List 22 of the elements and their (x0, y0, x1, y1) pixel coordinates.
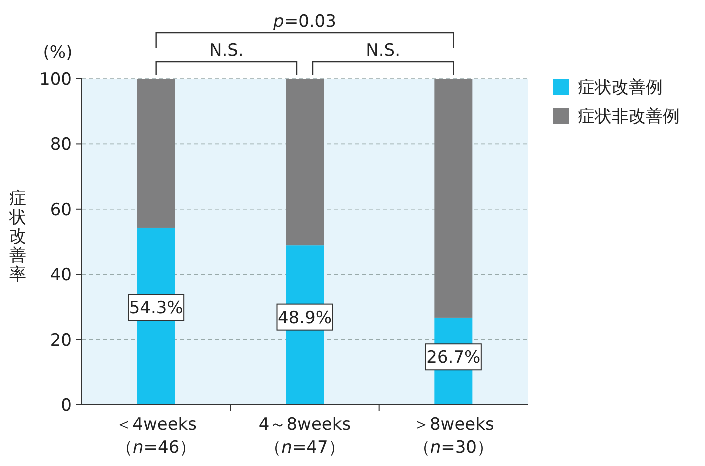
legend-label: 症状改善例 (578, 78, 663, 98)
text: p=0.03 (272, 12, 336, 32)
y-tick-label: 80 (50, 135, 72, 156)
data-label: 54.3% (129, 298, 184, 319)
text: (%) (43, 43, 73, 63)
data-label: 26.7% (426, 348, 481, 368)
y-tick-label: 0 (61, 396, 72, 416)
bar (137, 79, 176, 228)
x-tick-label: ＞8weeks （n=30） (412, 415, 494, 458)
y-tick-label: 100 (40, 70, 72, 90)
x-tick-label: 4～8weeks （n=47） (258, 415, 352, 458)
bar (434, 79, 473, 318)
y-tick-label: 60 (50, 200, 72, 220)
y-tick-label: 40 (50, 266, 72, 286)
x-tick-label: ＜4weeks （n=46） (116, 415, 198, 458)
text: N.S. (210, 41, 244, 61)
text: N.S. (366, 41, 400, 61)
data-label: 48.9% (278, 308, 332, 328)
y-tick-label: 20 (50, 330, 72, 351)
bar (286, 79, 324, 246)
y-axis-title: 症状改善率 (8, 189, 26, 285)
legend-label: 症状非改善例 (578, 107, 680, 127)
